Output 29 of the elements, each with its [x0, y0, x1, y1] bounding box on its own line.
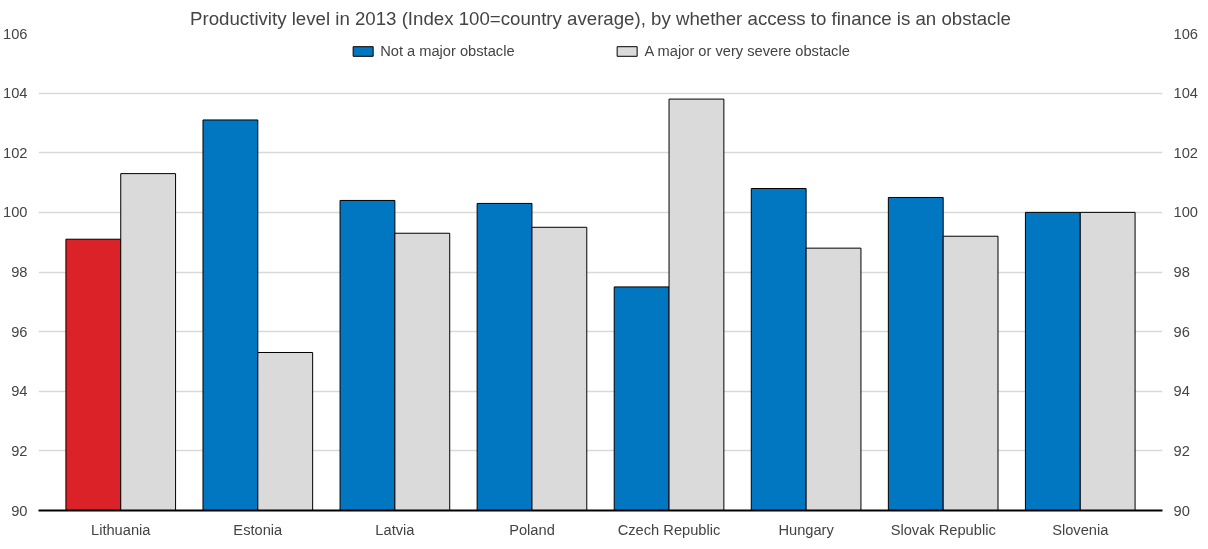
legend-label: Not a major obstacle [380, 43, 515, 59]
y-tick-label: 94 [11, 383, 28, 400]
y-tick-label: 100 [3, 204, 28, 221]
y2-tick-label: 104 [1173, 85, 1198, 102]
x-tick-label: Poland [509, 521, 555, 538]
x-tick-label: Estonia [233, 521, 284, 538]
x-tick-label: Slovak Republic [890, 521, 996, 538]
y-tick-label: 96 [11, 323, 28, 340]
chart-title: Productivity level in 2013 (Index 100=country average), by whether access to finance is an obstacle [190, 7, 1011, 29]
x-tick-label: Hungary [778, 521, 835, 538]
y-tick-label: 90 [11, 502, 28, 519]
x-tick-label: Latvia [375, 521, 416, 538]
y2-tick-label: 94 [1173, 383, 1190, 400]
y-tick-label: 104 [3, 85, 28, 102]
x-tick-label: Czech Republic [617, 521, 721, 538]
y2-tick-label: 92 [1173, 442, 1190, 459]
x-tick-label: Slovenia [1052, 521, 1110, 538]
y-tick-label: 92 [11, 442, 28, 459]
legend-label: A major or very severe obstacle [644, 43, 850, 59]
y2-tick-label: 100 [1173, 204, 1198, 221]
y-tick-label: 102 [3, 144, 28, 161]
y-tick-label: 98 [11, 264, 28, 280]
y-tick-label: 106 [3, 25, 28, 42]
y2-tick-label: 96 [1173, 323, 1190, 340]
y2-tick-label: 106 [1173, 25, 1198, 42]
y2-tick-label: 102 [1173, 144, 1198, 161]
y2-tick-label: 98 [1173, 264, 1190, 280]
y2-tick-label: 90 [1173, 502, 1190, 519]
x-tick-label: Lithuania [91, 521, 152, 538]
